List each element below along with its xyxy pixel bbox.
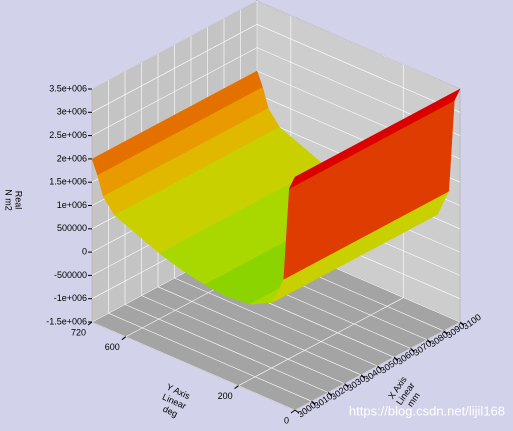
z-tick-label: 1.5e+006 (49, 177, 87, 187)
z-tick-label: 2e+006 (57, 153, 87, 163)
z-tick-label: 1e+006 (57, 200, 87, 210)
y-tick-label: 720 (71, 327, 86, 337)
z-axis-label: Real (14, 191, 24, 210)
watermark: https://blog.csdn.net/lijil168 (349, 403, 505, 418)
x-tick (426, 339, 432, 344)
z-tick-label: 500000 (57, 223, 87, 233)
z-tick-label: -500000 (54, 270, 87, 280)
z-tick-label: 0 (82, 246, 87, 256)
x-tick (443, 330, 448, 335)
y-tick (290, 409, 296, 414)
x-tick (327, 391, 333, 396)
y-tick-label: 600 (105, 342, 120, 352)
x-tick (360, 374, 366, 379)
x-tick (377, 365, 382, 370)
z-tick-label: 3.5e+006 (49, 83, 87, 93)
y-tick-label: 200 (218, 391, 233, 401)
z-axis-label: N m2 (4, 189, 14, 211)
z-tick-label: 2.5e+006 (49, 130, 87, 140)
y-tick (121, 336, 127, 341)
y-tick-label: 0 (284, 415, 289, 425)
grid-line (238, 297, 404, 386)
x-tick (393, 356, 399, 361)
y-tick (234, 385, 239, 389)
x-tick (311, 400, 316, 405)
y-tick (87, 321, 93, 326)
surface-strip (288, 88, 461, 190)
z-tick-label: 3e+006 (57, 107, 87, 117)
z-tick-label: -1e+006 (54, 293, 87, 303)
x-tick (459, 321, 465, 326)
x-tick (294, 409, 300, 414)
z-tick-label: -1.5e+006 (46, 316, 87, 326)
x-tick (410, 347, 415, 352)
x-tick (344, 383, 349, 388)
